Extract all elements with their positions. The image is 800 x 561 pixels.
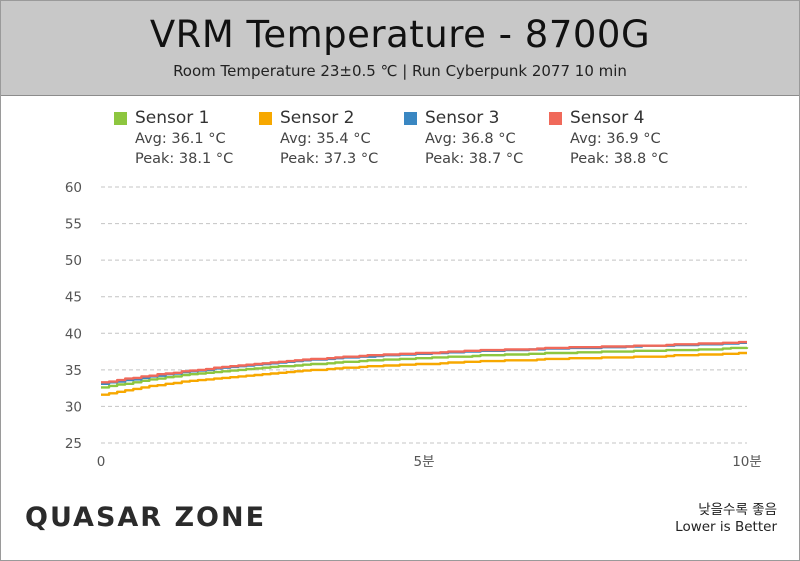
series-line-sensor-4 [101,340,747,384]
chart-title: VRM Temperature - 8700G [149,13,651,56]
legend-item-sensor-4: Sensor 4 Avg: 36.9 °C Peak: 38.8 °C [549,107,668,169]
legend-peak: Peak: 38.7 °C [425,151,524,167]
legend-avg: Avg: 36.8 °C [425,131,516,147]
y-tick-label: 45 [65,290,82,306]
y-tick-label: 55 [65,217,82,233]
legend-peak: Peak: 38.8 °C [570,151,669,167]
y-tick-label: 25 [65,436,82,452]
legend-peak: Peak: 38.1 °C [135,151,234,167]
x-tick-label: 10분 [732,454,762,470]
footer-note-korean: 낮을수록 좋음 [698,502,777,518]
legend-item-sensor-1: Sensor 1 Avg: 36.1 °C Peak: 38.1 °C [114,107,233,169]
legend-swatch [259,111,272,125]
footer-note-english: Lower is Better [675,519,777,535]
y-tick-label: 30 [65,399,82,415]
y-tick-label: 50 [65,253,82,269]
x-tick-label: 5분 [413,454,434,470]
chart-legend: Sensor 1 Avg: 36.1 °C Peak: 38.1 °C Sens… [1,107,799,171]
y-tick-label: 40 [65,326,82,342]
legend-label: Sensor 3 [425,108,500,128]
y-tick-label: 35 [65,363,82,379]
chart-header: VRM Temperature - 8700G Room Temperature… [1,1,799,96]
y-tick-label: 60 [65,180,82,196]
series-line-sensor-1 [101,346,749,389]
legend-swatch [114,111,127,125]
legend-swatch [549,111,562,125]
chart-subtitle: Room Temperature 23±0.5 ℃ | Run Cyberpun… [173,62,627,80]
legend-avg: Avg: 36.1 °C [135,131,226,147]
legend-label: Sensor 4 [570,108,645,128]
series-line-sensor-2 [101,351,747,396]
legend-label: Sensor 1 [135,108,210,128]
legend-peak: Peak: 37.3 °C [280,151,379,167]
legend-avg: Avg: 36.9 °C [570,131,661,147]
quasarzone-logo: QUASAR ZONE [25,502,267,533]
legend-label: Sensor 2 [280,108,355,128]
legend-item-sensor-3: Sensor 3 Avg: 36.8 °C Peak: 38.7 °C [404,107,523,169]
x-tick-label: 0 [97,454,106,470]
legend-item-sensor-2: Sensor 2 Avg: 35.4 °C Peak: 37.3 °C [259,107,378,169]
legend-swatch [404,111,417,125]
legend-avg: Avg: 35.4 °C [280,131,371,147]
